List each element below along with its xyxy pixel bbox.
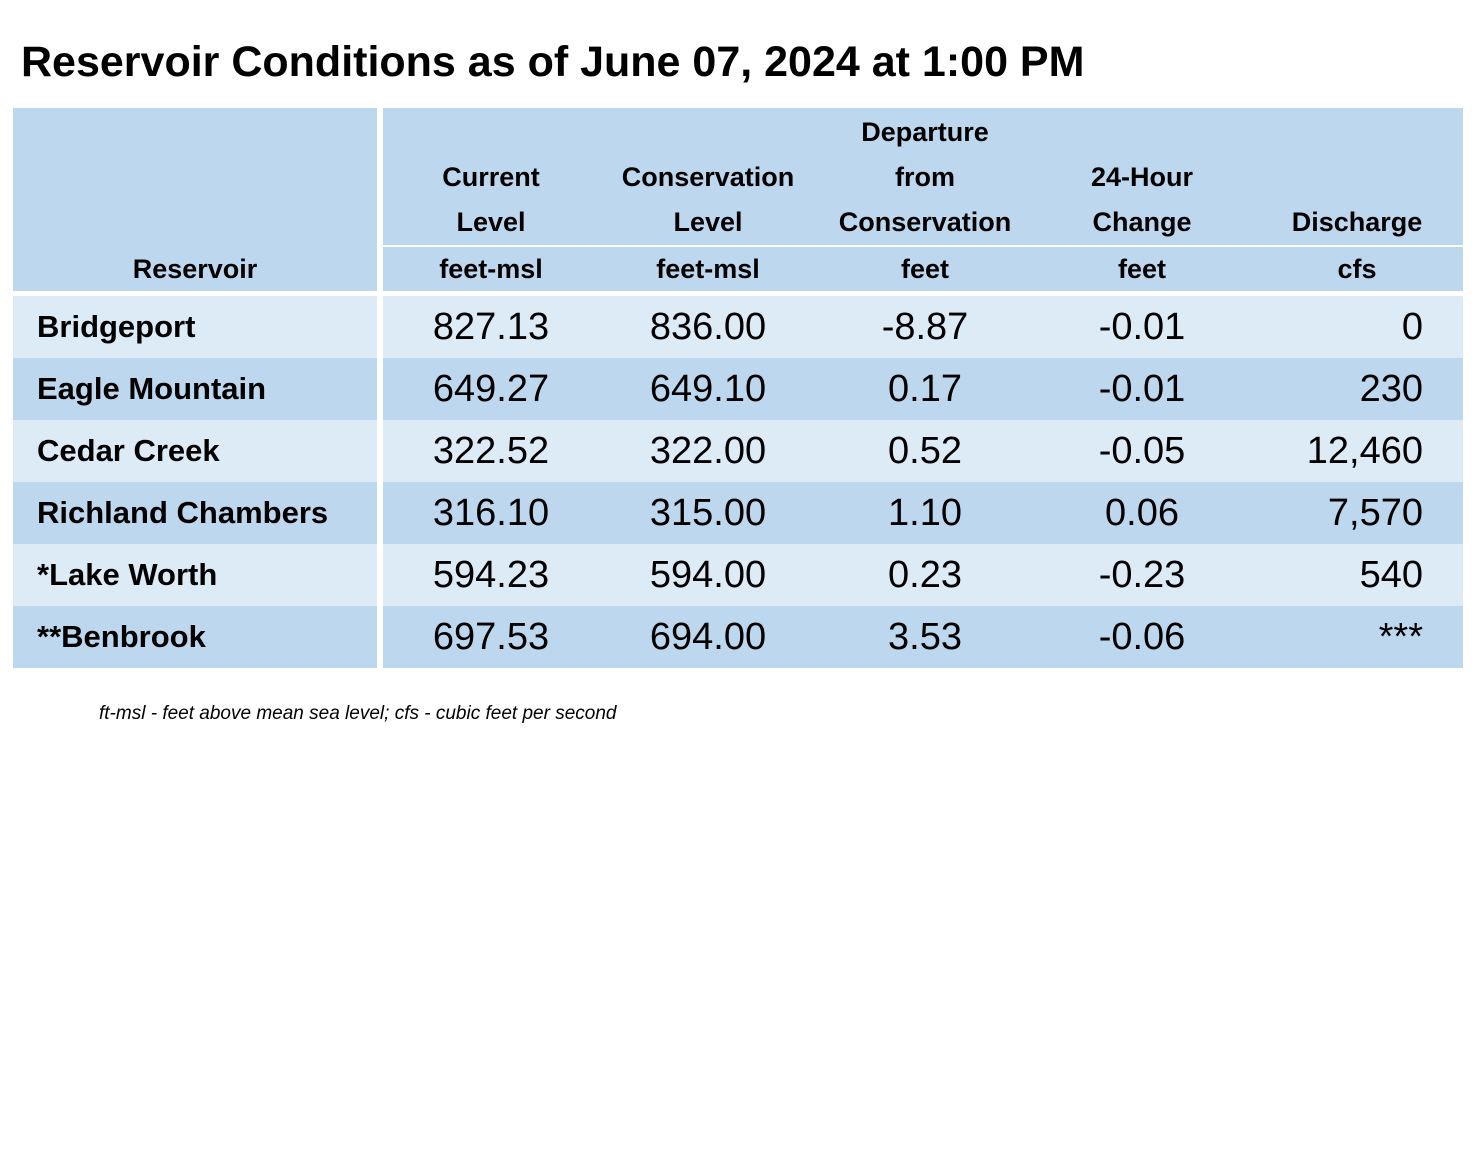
change-value: -0.23 [1033, 544, 1251, 606]
departure-value: 0.23 [817, 544, 1033, 606]
departure-value: 0.52 [817, 420, 1033, 482]
page-title: Reservoir Conditions as of June 07, 2024… [21, 38, 1085, 86]
table-row: **Benbrook 697.53 694.00 3.53 -0.06 *** [13, 606, 1463, 668]
header-reservoir: Reservoir [13, 108, 377, 291]
discharge-value: *** [1251, 606, 1463, 668]
table-body: Bridgeport 827.13 836.00 -8.87 -0.01 0 E… [13, 291, 1463, 668]
unit-current-level: feet-msl [383, 246, 599, 291]
current-level-value: 697.53 [383, 606, 599, 668]
conservation-level-value: 594.00 [599, 544, 817, 606]
header-discharge: Discharge [1251, 108, 1463, 247]
unit-24-hour-change: feet [1033, 246, 1251, 291]
current-level-value: 594.23 [383, 544, 599, 606]
discharge-value: 230 [1251, 358, 1463, 420]
column-divider [377, 296, 383, 358]
change-value: -0.05 [1033, 420, 1251, 482]
change-value: -0.01 [1033, 358, 1251, 420]
departure-value: 0.17 [817, 358, 1033, 420]
column-divider [377, 358, 383, 420]
conservation-level-value: 649.10 [599, 358, 817, 420]
reservoir-name: Eagle Mountain [13, 358, 377, 420]
unit-discharge: cfs [1251, 246, 1463, 291]
reservoir-name: Bridgeport [13, 296, 377, 358]
current-level-value: 827.13 [383, 296, 599, 358]
unit-departure: feet [817, 246, 1033, 291]
table-row: Eagle Mountain 649.27 649.10 0.17 -0.01 … [13, 358, 1463, 420]
unit-conservation-level: feet-msl [599, 246, 817, 291]
change-value: -0.01 [1033, 296, 1251, 358]
footnote: ft-msl - feet above mean sea level; cfs … [99, 703, 617, 724]
column-divider [377, 606, 383, 668]
conservation-level-value: 836.00 [599, 296, 817, 358]
current-level-value: 316.10 [383, 482, 599, 544]
departure-value: 3.53 [817, 606, 1033, 668]
reservoir-name: Cedar Creek [13, 420, 377, 482]
reservoir-name: **Benbrook [13, 606, 377, 668]
change-value: -0.06 [1033, 606, 1251, 668]
conservation-level-value: 322.00 [599, 420, 817, 482]
table-row: Richland Chambers 316.10 315.00 1.10 0.0… [13, 482, 1463, 544]
current-level-value: 322.52 [383, 420, 599, 482]
column-divider [377, 544, 383, 606]
header-current-level: Current Level [383, 108, 599, 247]
table-header: Reservoir Current Level Conservation Lev… [13, 108, 1463, 291]
discharge-value: 12,460 [1251, 420, 1463, 482]
discharge-value: 540 [1251, 544, 1463, 606]
discharge-value: 0 [1251, 296, 1463, 358]
column-divider [377, 482, 383, 544]
header-24-hour-change: 24-Hour Change [1033, 108, 1251, 247]
column-divider [377, 420, 383, 482]
conservation-level-value: 694.00 [599, 606, 817, 668]
reservoir-name: *Lake Worth [13, 544, 377, 606]
header-departure: Departure from Conservation [817, 108, 1033, 247]
discharge-value: 7,570 [1251, 482, 1463, 544]
current-level-value: 649.27 [383, 358, 599, 420]
departure-value: 1.10 [817, 482, 1033, 544]
departure-value: -8.87 [817, 296, 1033, 358]
header-conservation-level: Conservation Level [599, 108, 817, 247]
change-value: 0.06 [1033, 482, 1251, 544]
reservoir-conditions-table: Reservoir Current Level Conservation Lev… [13, 108, 1463, 668]
column-divider [377, 108, 383, 291]
conservation-level-value: 315.00 [599, 482, 817, 544]
reservoir-name: Richland Chambers [13, 482, 377, 544]
table-row: Cedar Creek 322.52 322.00 0.52 -0.05 12,… [13, 420, 1463, 482]
table-row: *Lake Worth 594.23 594.00 0.23 -0.23 540 [13, 544, 1463, 606]
table-row: Bridgeport 827.13 836.00 -8.87 -0.01 0 [13, 296, 1463, 358]
